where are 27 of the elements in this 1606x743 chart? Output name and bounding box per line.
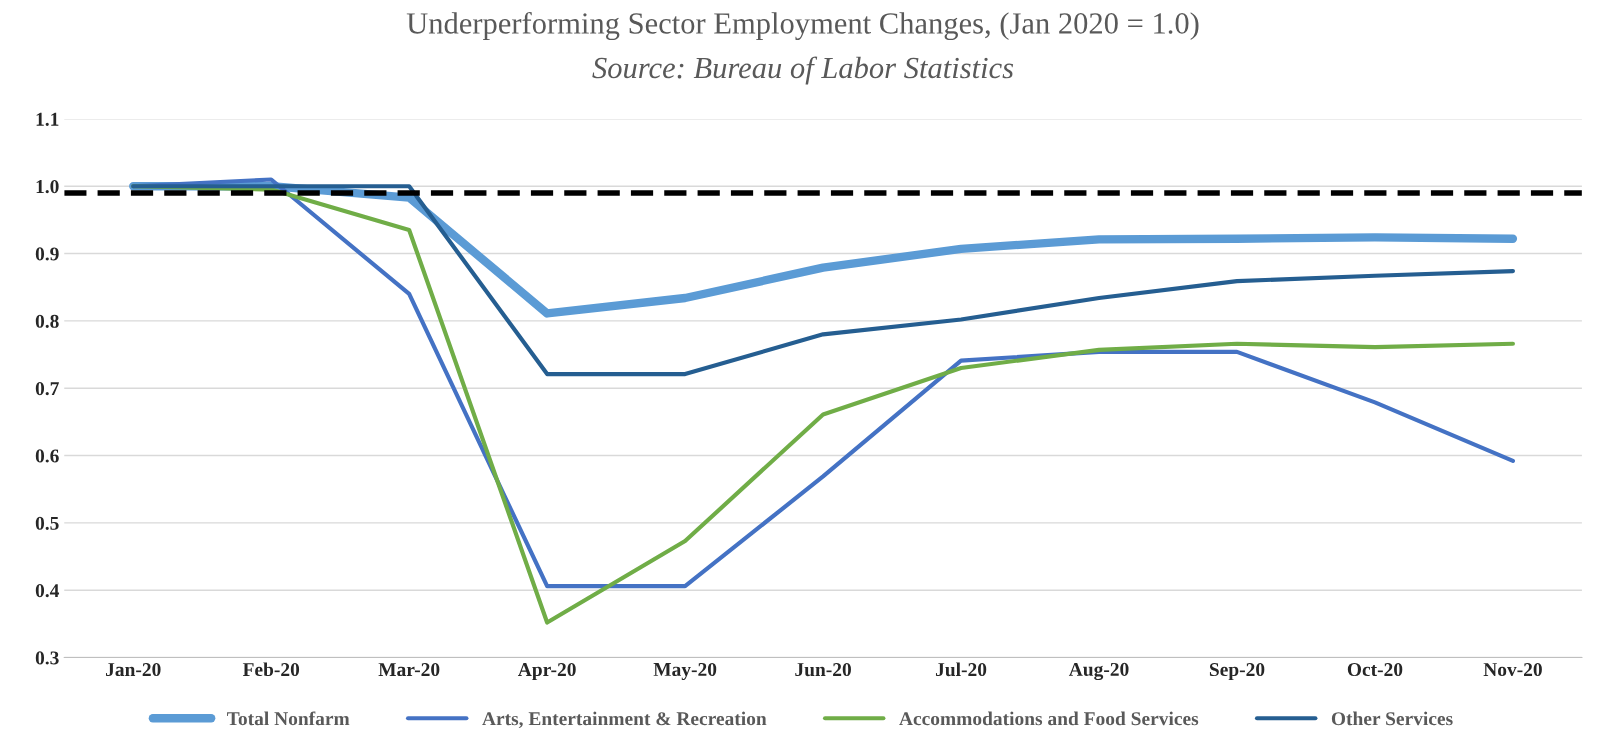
y-tick-label: 0.6 bbox=[35, 449, 59, 463]
x-tick-label: Nov-20 bbox=[1483, 662, 1542, 677]
x-tick-label: Jun-20 bbox=[795, 662, 851, 677]
chart-subtitle: Source: Bureau of Labor Statistics bbox=[592, 56, 1014, 85]
x-tick-label: Oct-20 bbox=[1347, 662, 1403, 677]
x-tick-label: Apr-20 bbox=[517, 662, 576, 681]
legend-label: Other Services bbox=[1331, 711, 1453, 726]
line-series bbox=[131, 184, 1516, 377]
x-tick-label: Jul-20 bbox=[935, 662, 987, 677]
y-tick-label: 1.0 bbox=[36, 180, 59, 194]
chart-title: Underperforming Sector Employment Changes, (Jan 2020 = 1.0) bbox=[406, 11, 1199, 41]
y-tick-label: 0.5 bbox=[35, 516, 59, 530]
y-tick-label: 0.4 bbox=[35, 584, 60, 598]
x-tick-label: Feb-20 bbox=[242, 662, 300, 677]
y-tick-label: 0.9 bbox=[35, 247, 59, 261]
y-tick-label: 0.7 bbox=[35, 382, 59, 396]
y-tick-label: 1.1 bbox=[36, 112, 59, 126]
y-tick-label: 0.3 bbox=[35, 651, 59, 665]
x-tick-label: Jan-20 bbox=[106, 662, 161, 677]
x-tick-label: May-20 bbox=[653, 662, 717, 681]
y-tick-label: 0.8 bbox=[35, 314, 59, 328]
legend-label: Total Nonfarm bbox=[227, 711, 350, 726]
x-tick-label: Mar-20 bbox=[378, 662, 440, 677]
x-tick-label: Aug-20 bbox=[1068, 662, 1129, 681]
legend-label: Arts, Entertainment & Recreation bbox=[482, 711, 767, 729]
x-tick-label: Sep-20 bbox=[1209, 662, 1265, 681]
legend-label: Accommodations and Food Services bbox=[899, 711, 1199, 726]
